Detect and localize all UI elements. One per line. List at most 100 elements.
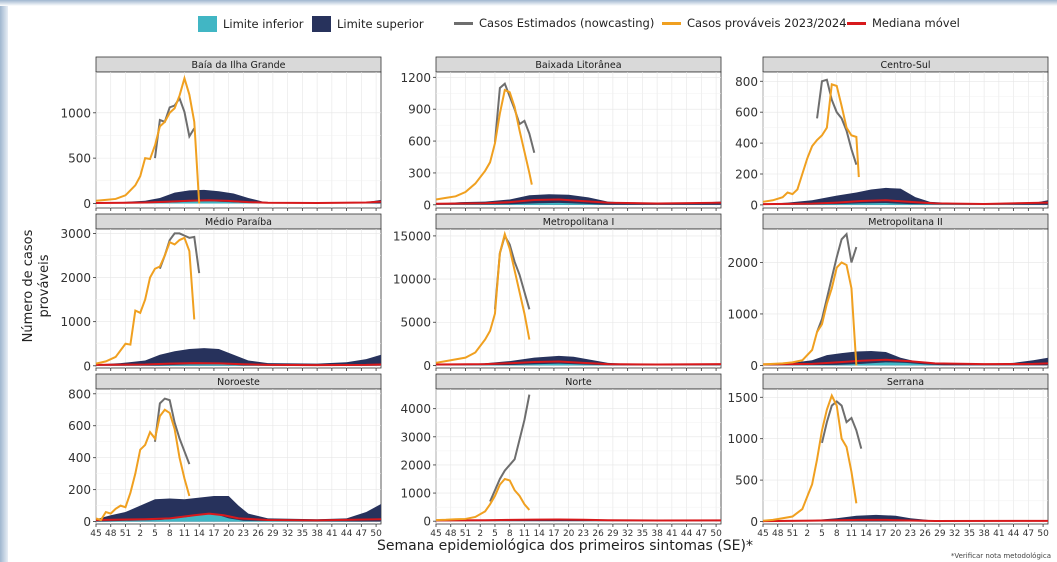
- y-tick-label: 0: [750, 359, 758, 373]
- x-tick-label: 32: [622, 529, 633, 539]
- legend-item-lower: Limite inferior: [198, 16, 304, 32]
- y-tick-label: 400: [68, 451, 91, 465]
- probable-cases-line: [435, 477, 531, 522]
- x-tick-label: 5: [819, 529, 825, 539]
- y-tick-label: 10000: [393, 273, 431, 287]
- y-tick-label: 0: [750, 198, 758, 212]
- x-tick-label: 14: [533, 529, 545, 539]
- median-line: [435, 198, 722, 205]
- x-tick-label: 23: [238, 529, 249, 539]
- x-tick-label: 47: [356, 529, 367, 539]
- y-tick-label: 1000: [60, 106, 91, 120]
- legend-item-upper: Limite superior: [312, 16, 424, 32]
- lower-limit-area: [436, 363, 721, 366]
- nowcast-line: [153, 397, 191, 465]
- probable-cases-line: [95, 236, 196, 365]
- facet-panel: Serrana 0 500 1000 1500 45 48 51 2 5 8 11 14 17 20 23 26…: [727, 373, 1049, 539]
- legend-item-median: Mediana móvel: [847, 16, 960, 30]
- facet-panel: Baía da Ilha Grande 0 500 1000: [60, 56, 382, 211]
- x-tick-label: 5: [152, 529, 158, 539]
- median-line: [435, 360, 722, 366]
- median-line: [95, 199, 382, 205]
- median-line: [435, 518, 722, 522]
- x-tick-label: 2: [804, 529, 810, 539]
- lower-limit-area: [96, 364, 381, 366]
- y-tick-label: 4000: [400, 402, 431, 416]
- y-tick-label: 1500: [727, 391, 758, 405]
- panel-background: [435, 228, 722, 369]
- probable-cases-line: [762, 83, 860, 203]
- x-tick-label: 50: [1037, 529, 1049, 539]
- x-tick-label: 38: [651, 529, 663, 539]
- x-tick-label: 44: [681, 529, 693, 539]
- y-tick-label: 0: [423, 198, 431, 212]
- x-tick-label: 41: [666, 529, 677, 539]
- x-tick-label: 35: [637, 529, 648, 539]
- x-tick-label: 50: [370, 529, 382, 539]
- median-line: [762, 199, 1049, 206]
- legend-label-lower: Limite inferior: [223, 17, 304, 31]
- probable-cases-line: [762, 261, 858, 366]
- legend-swatch-upper: [312, 16, 331, 32]
- legend-item-nowcast: Casos Estimados (nowcasting): [454, 16, 654, 30]
- median-line: [762, 518, 1049, 523]
- x-tick-label: 20: [563, 529, 575, 539]
- x-tick-label: 41: [993, 529, 1004, 539]
- facet-title: Médio Paraíba: [205, 217, 272, 228]
- panel-background: [95, 228, 382, 369]
- y-tick-label: 900: [408, 103, 431, 117]
- y-tick-label: 400: [735, 137, 758, 151]
- legend-swatch-median: [847, 21, 866, 25]
- x-tick-label: 45: [90, 529, 101, 539]
- lower-limit-area: [436, 202, 721, 205]
- x-tick-label: 35: [964, 529, 975, 539]
- x-tick-label: 50: [710, 529, 722, 539]
- facet-title: Centro-Sul: [880, 60, 930, 71]
- x-tick-label: 45: [430, 529, 441, 539]
- x-tick-label: 2: [137, 529, 143, 539]
- y-tick-label: 800: [735, 75, 758, 89]
- panel-background: [435, 388, 722, 525]
- x-tick-label: 38: [978, 529, 990, 539]
- legend-label-upper: Limite superior: [337, 17, 424, 31]
- y-tick-label: 15000: [393, 229, 431, 243]
- facet-title: Metropolitana II: [868, 217, 942, 228]
- nowcast-line: [816, 78, 858, 166]
- x-tick-label: 48: [105, 529, 117, 539]
- panel-background: [762, 228, 1049, 369]
- y-tick-label: 200: [68, 483, 91, 497]
- nowcast-line: [820, 400, 863, 449]
- y-tick-label: 0: [423, 515, 431, 529]
- x-tick-label: 51: [120, 529, 131, 539]
- x-tick-label: 44: [341, 529, 353, 539]
- legend: Limite inferior Limite superior Casos Es…: [0, 16, 1057, 38]
- y-tick-label: 600: [735, 106, 758, 120]
- y-tick-label: 1200: [400, 71, 431, 85]
- legend-swatch-probable: [662, 21, 681, 25]
- x-tick-label: 20: [890, 529, 902, 539]
- probable-cases-line: [435, 88, 533, 201]
- lower-limit-area: [763, 203, 1048, 205]
- x-tick-label: 14: [193, 529, 205, 539]
- facet-title: Baía da Ilha Grande: [192, 60, 286, 71]
- x-tick-label: 51: [787, 529, 798, 539]
- x-tick-label: 26: [252, 529, 264, 539]
- facet-panel: Metropolitana II 0 1000 2000: [727, 213, 1049, 373]
- probable-cases-line: [95, 408, 191, 522]
- panel-background: [762, 388, 1049, 525]
- x-tick-label: 2: [477, 529, 483, 539]
- x-tick-label: 48: [772, 529, 784, 539]
- y-tick-label: 0: [83, 197, 91, 211]
- facet-panel: Baixada Litorânea 0 300 600 900 1200: [400, 56, 722, 212]
- y-tick-label: 3000: [400, 430, 431, 444]
- x-tick-label: 26: [592, 529, 604, 539]
- median-line: [762, 358, 1049, 366]
- x-tick-label: 47: [1023, 529, 1034, 539]
- x-tick-label: 23: [578, 529, 589, 539]
- y-tick-label: 5000: [400, 316, 431, 330]
- x-tick-label: 17: [875, 529, 886, 539]
- footnote: *Verificar nota metodológica: [950, 552, 1051, 560]
- facet-title: Serrana: [887, 377, 924, 388]
- median-line: [95, 512, 382, 522]
